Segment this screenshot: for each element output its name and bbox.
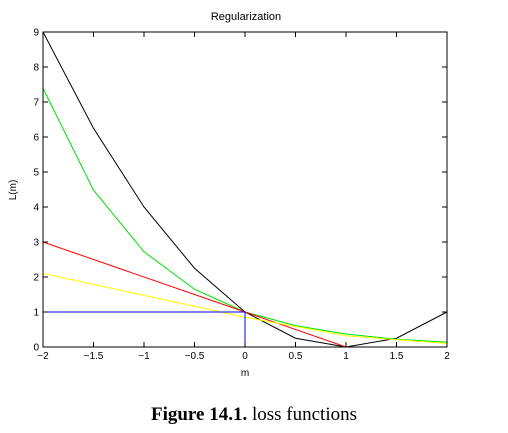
- x-tick-label: 1: [343, 351, 349, 362]
- y-tick-label: 2: [33, 273, 39, 284]
- tick-layer: −2 −1.5 −1 −0.5 0 0.5 1 1.5 2 0 1 2 3 4 5 6 7 8 9: [33, 28, 450, 363]
- y-tick-label: 7: [33, 98, 39, 109]
- chart-title: Regularization: [211, 11, 281, 23]
- series-line-3: [42, 273, 448, 344]
- y-tick-label: 4: [33, 203, 39, 214]
- y-tick-label: 1: [33, 308, 39, 319]
- chart: Regularization −2 −1.5 −1 −0.5 0 0.5 1 1.5 2 0 1 2 3…: [8, 11, 450, 379]
- x-tick-label: −0.5: [185, 351, 205, 362]
- y-tick-label: 3: [33, 238, 39, 249]
- series-line-0: [42, 31, 448, 348]
- y-axis-label: L(m): [8, 180, 19, 201]
- figure-caption: Figure 14.1. loss functions: [0, 404, 508, 426]
- y-tick-label: 0: [33, 343, 39, 354]
- figure-number: Figure 14.1.: [150, 404, 248, 425]
- x-tick-label: 2: [444, 351, 450, 362]
- y-tick-label: 6: [33, 133, 39, 144]
- y-tick-label: 9: [33, 28, 39, 39]
- caption-text: loss functions: [247, 404, 357, 425]
- x-tick-label: 0: [242, 351, 248, 362]
- y-tick-label: 5: [33, 168, 39, 179]
- x-tick-label: 1.5: [390, 351, 404, 362]
- x-tick-label: −2: [37, 351, 49, 362]
- plot-frame: [42, 31, 448, 348]
- x-tick-label: −1: [138, 351, 150, 362]
- series-line-4: [43, 311, 447, 348]
- series-line-1: [42, 88, 448, 343]
- x-axis-label: m: [241, 368, 249, 379]
- x-tick-label: 0.5: [289, 351, 303, 362]
- x-tick-label: −1.5: [84, 351, 104, 362]
- series-layer: [42, 31, 448, 348]
- y-tick-label: 8: [33, 63, 39, 74]
